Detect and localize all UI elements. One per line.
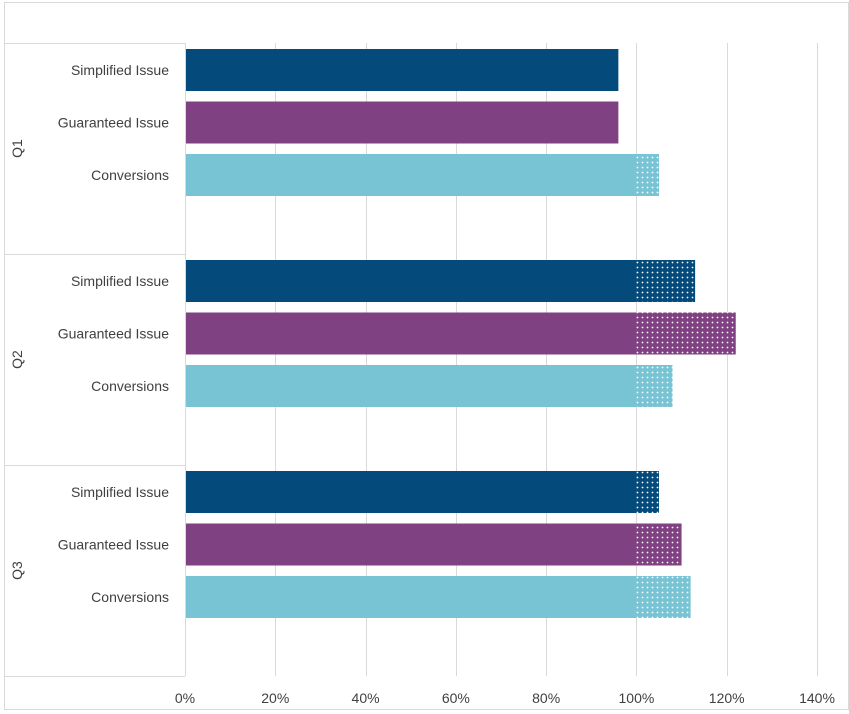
bar xyxy=(186,365,637,407)
bar-above-threshold xyxy=(636,471,659,513)
category-label: Conversions xyxy=(91,167,169,183)
bar-above-threshold xyxy=(636,312,736,355)
category-label: Guaranteed Issue xyxy=(58,326,170,342)
x-tick-label: 80% xyxy=(532,690,560,706)
x-tick-label: 20% xyxy=(261,690,289,706)
x-tick-label: 120% xyxy=(709,690,745,706)
category-label: Conversions xyxy=(91,378,169,394)
x-tick-label: 60% xyxy=(442,690,470,706)
bar xyxy=(186,312,637,355)
bar xyxy=(186,49,619,91)
category-label: Simplified Issue xyxy=(71,62,169,78)
bar xyxy=(186,471,637,513)
x-tick-label: 140% xyxy=(799,690,835,706)
bar xyxy=(186,260,637,302)
bar-above-threshold xyxy=(636,576,691,618)
group-label: Q3 xyxy=(9,561,25,580)
bar xyxy=(186,101,619,144)
bar-above-threshold xyxy=(636,523,682,566)
x-tick-label: 0% xyxy=(175,690,195,706)
group-label: Q1 xyxy=(9,139,25,158)
bar-above-threshold xyxy=(636,365,673,407)
group-label: Q2 xyxy=(9,350,25,369)
x-tick-label: 40% xyxy=(352,690,380,706)
category-label: Guaranteed Issue xyxy=(58,537,170,553)
bar xyxy=(186,523,637,566)
category-label: Simplified Issue xyxy=(71,273,169,289)
category-label: Guaranteed Issue xyxy=(58,115,170,131)
bar-above-threshold xyxy=(636,154,659,196)
category-label: Simplified Issue xyxy=(71,484,169,500)
category-label: Conversions xyxy=(91,589,169,605)
bar xyxy=(186,154,637,196)
x-tick-label: 100% xyxy=(619,690,655,706)
bar xyxy=(186,576,637,618)
bar-above-threshold xyxy=(636,260,696,302)
